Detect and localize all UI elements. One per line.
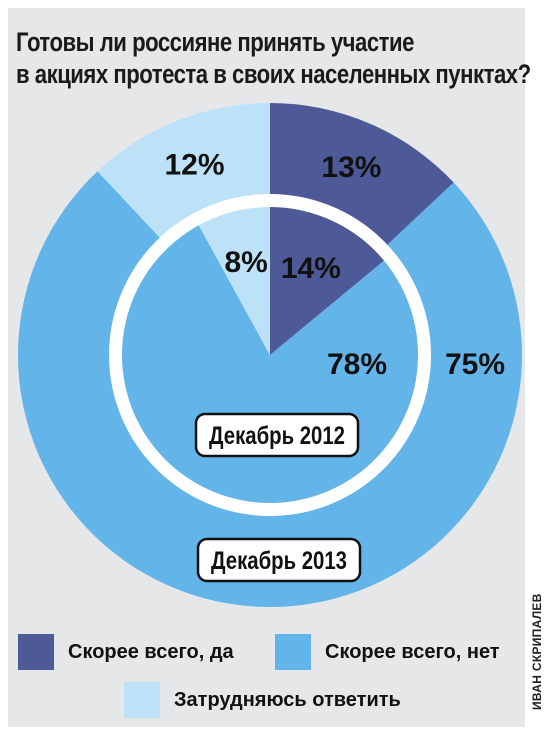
outer-label-unsure: 12%: [165, 148, 225, 181]
svg-text:Декабрь 2013: Декабрь 2013: [211, 547, 347, 575]
period-box-2012: Декабрь 2012: [194, 412, 360, 458]
inner-label-yes: 14%: [281, 252, 341, 285]
outer-slice-yes: [270, 103, 454, 247]
svg-text:Декабрь 2012: Декабрь 2012: [209, 422, 345, 450]
legend-label-no: Скорее всего, нет: [325, 640, 500, 663]
title-line-1: Готовы ли россияне принять участие: [16, 27, 414, 57]
legend-label-yes: Скорее всего, да: [68, 640, 234, 663]
legend-item-no: Скорее всего, нет: [275, 634, 500, 670]
outer-label-no: 75%: [445, 348, 505, 381]
legend-swatch-yes: [18, 634, 54, 670]
legend-label-unsure: Затрудняюсь ответить: [174, 688, 401, 711]
legend-item-yes: Скорее всего, да: [18, 634, 234, 670]
author-credit: ИВАН СКРИПАЛЕВ: [530, 593, 544, 710]
legend-item-unsure: Затрудняюсь ответить: [124, 682, 401, 718]
ring-separator: [109, 194, 431, 516]
outer-slice-no: [18, 171, 522, 607]
legend-swatch-no: [275, 634, 311, 670]
inner-label-no: 78%: [327, 348, 387, 381]
period-box-2013: Декабрь 2013: [196, 537, 362, 583]
outer-label-yes: 13%: [321, 151, 381, 184]
outer-slice-unsure: [97, 103, 270, 240]
inner-slice-yes: [270, 207, 385, 355]
inner-label-unsure: 8%: [224, 246, 267, 279]
legend-swatch-unsure: [124, 682, 160, 718]
inner-slice-unsure: [198, 207, 270, 355]
